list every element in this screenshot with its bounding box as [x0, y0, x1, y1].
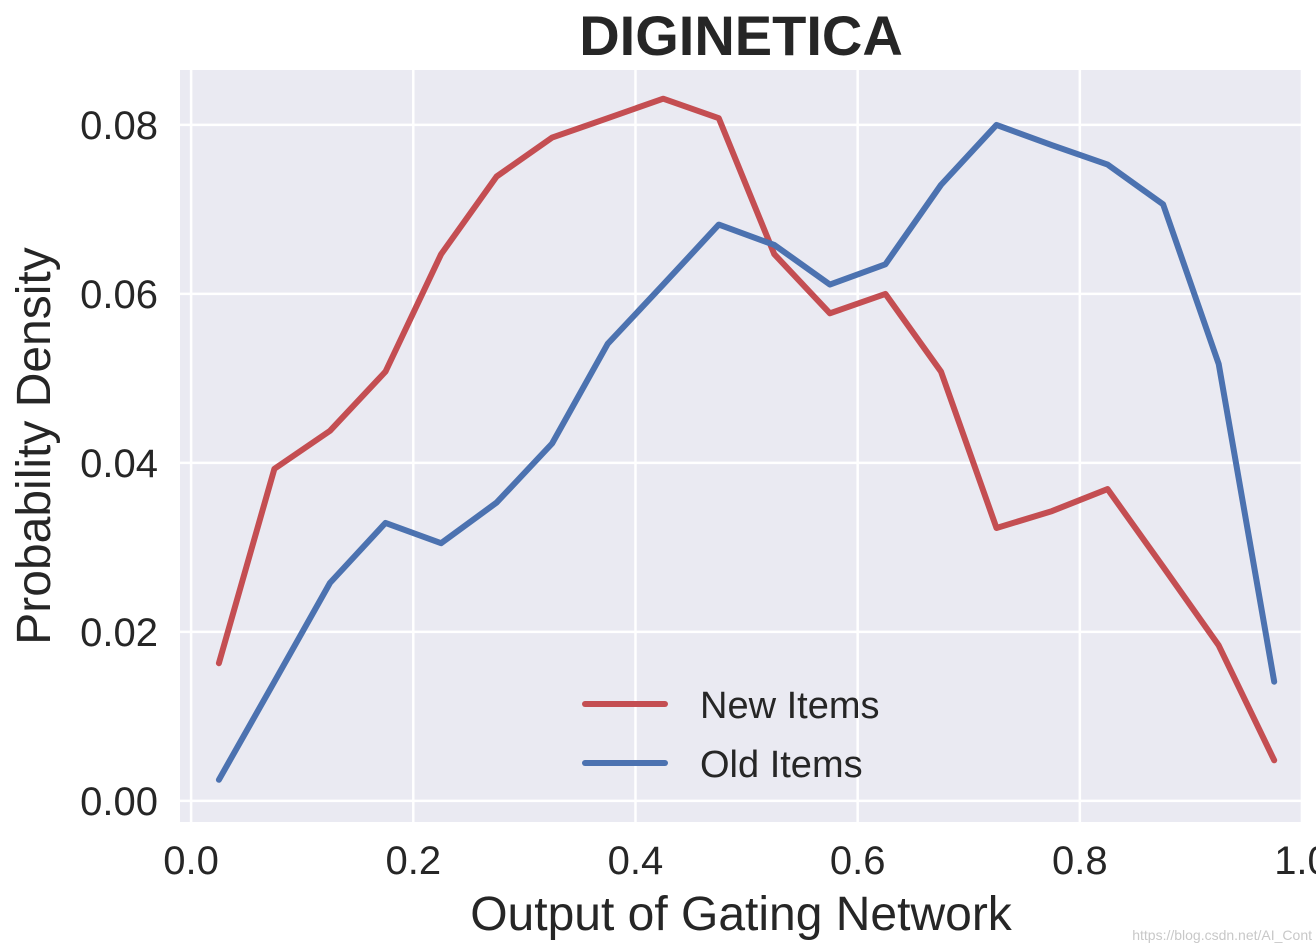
x-tick-label: 0.6	[830, 839, 886, 883]
x-tick-labels: 0.0 0.2 0.4 0.6 0.8 1.0	[163, 839, 1316, 883]
legend-label-old-items: Old Items	[700, 744, 863, 786]
x-tick-label: 0.0	[163, 839, 219, 883]
series-line-new-items	[215, 95, 1278, 764]
chart-title: DIGINETICA	[579, 4, 903, 67]
y-axis-label: Probability Density	[8, 247, 61, 645]
legend-label-new-items: New Items	[700, 685, 879, 727]
y-tick-label: 0.02	[80, 611, 158, 655]
legend: New Items Old Items	[582, 685, 879, 786]
x-tick-label: 0.4	[608, 839, 664, 883]
x-axis-label: Output of Gating Network	[470, 888, 1013, 941]
y-tick-label: 0.08	[80, 104, 158, 148]
x-tick-label: 1.0	[1274, 839, 1316, 883]
y-tick-labels: 0.00 0.02 0.04 0.06 0.08	[80, 104, 158, 824]
y-tick-label: 0.04	[80, 442, 158, 486]
series-line-old-items	[215, 121, 1278, 783]
plot-background	[180, 70, 1302, 822]
series-lines	[215, 95, 1278, 783]
x-tick-label: 0.8	[1052, 839, 1108, 883]
x-tick-label: 0.2	[385, 839, 441, 883]
watermark: https://blog.csdn.net/AI_Cont	[1132, 927, 1312, 943]
y-tick-label: 0.06	[80, 273, 158, 317]
y-tick-label: 0.00	[80, 780, 158, 824]
grid	[180, 70, 1304, 822]
